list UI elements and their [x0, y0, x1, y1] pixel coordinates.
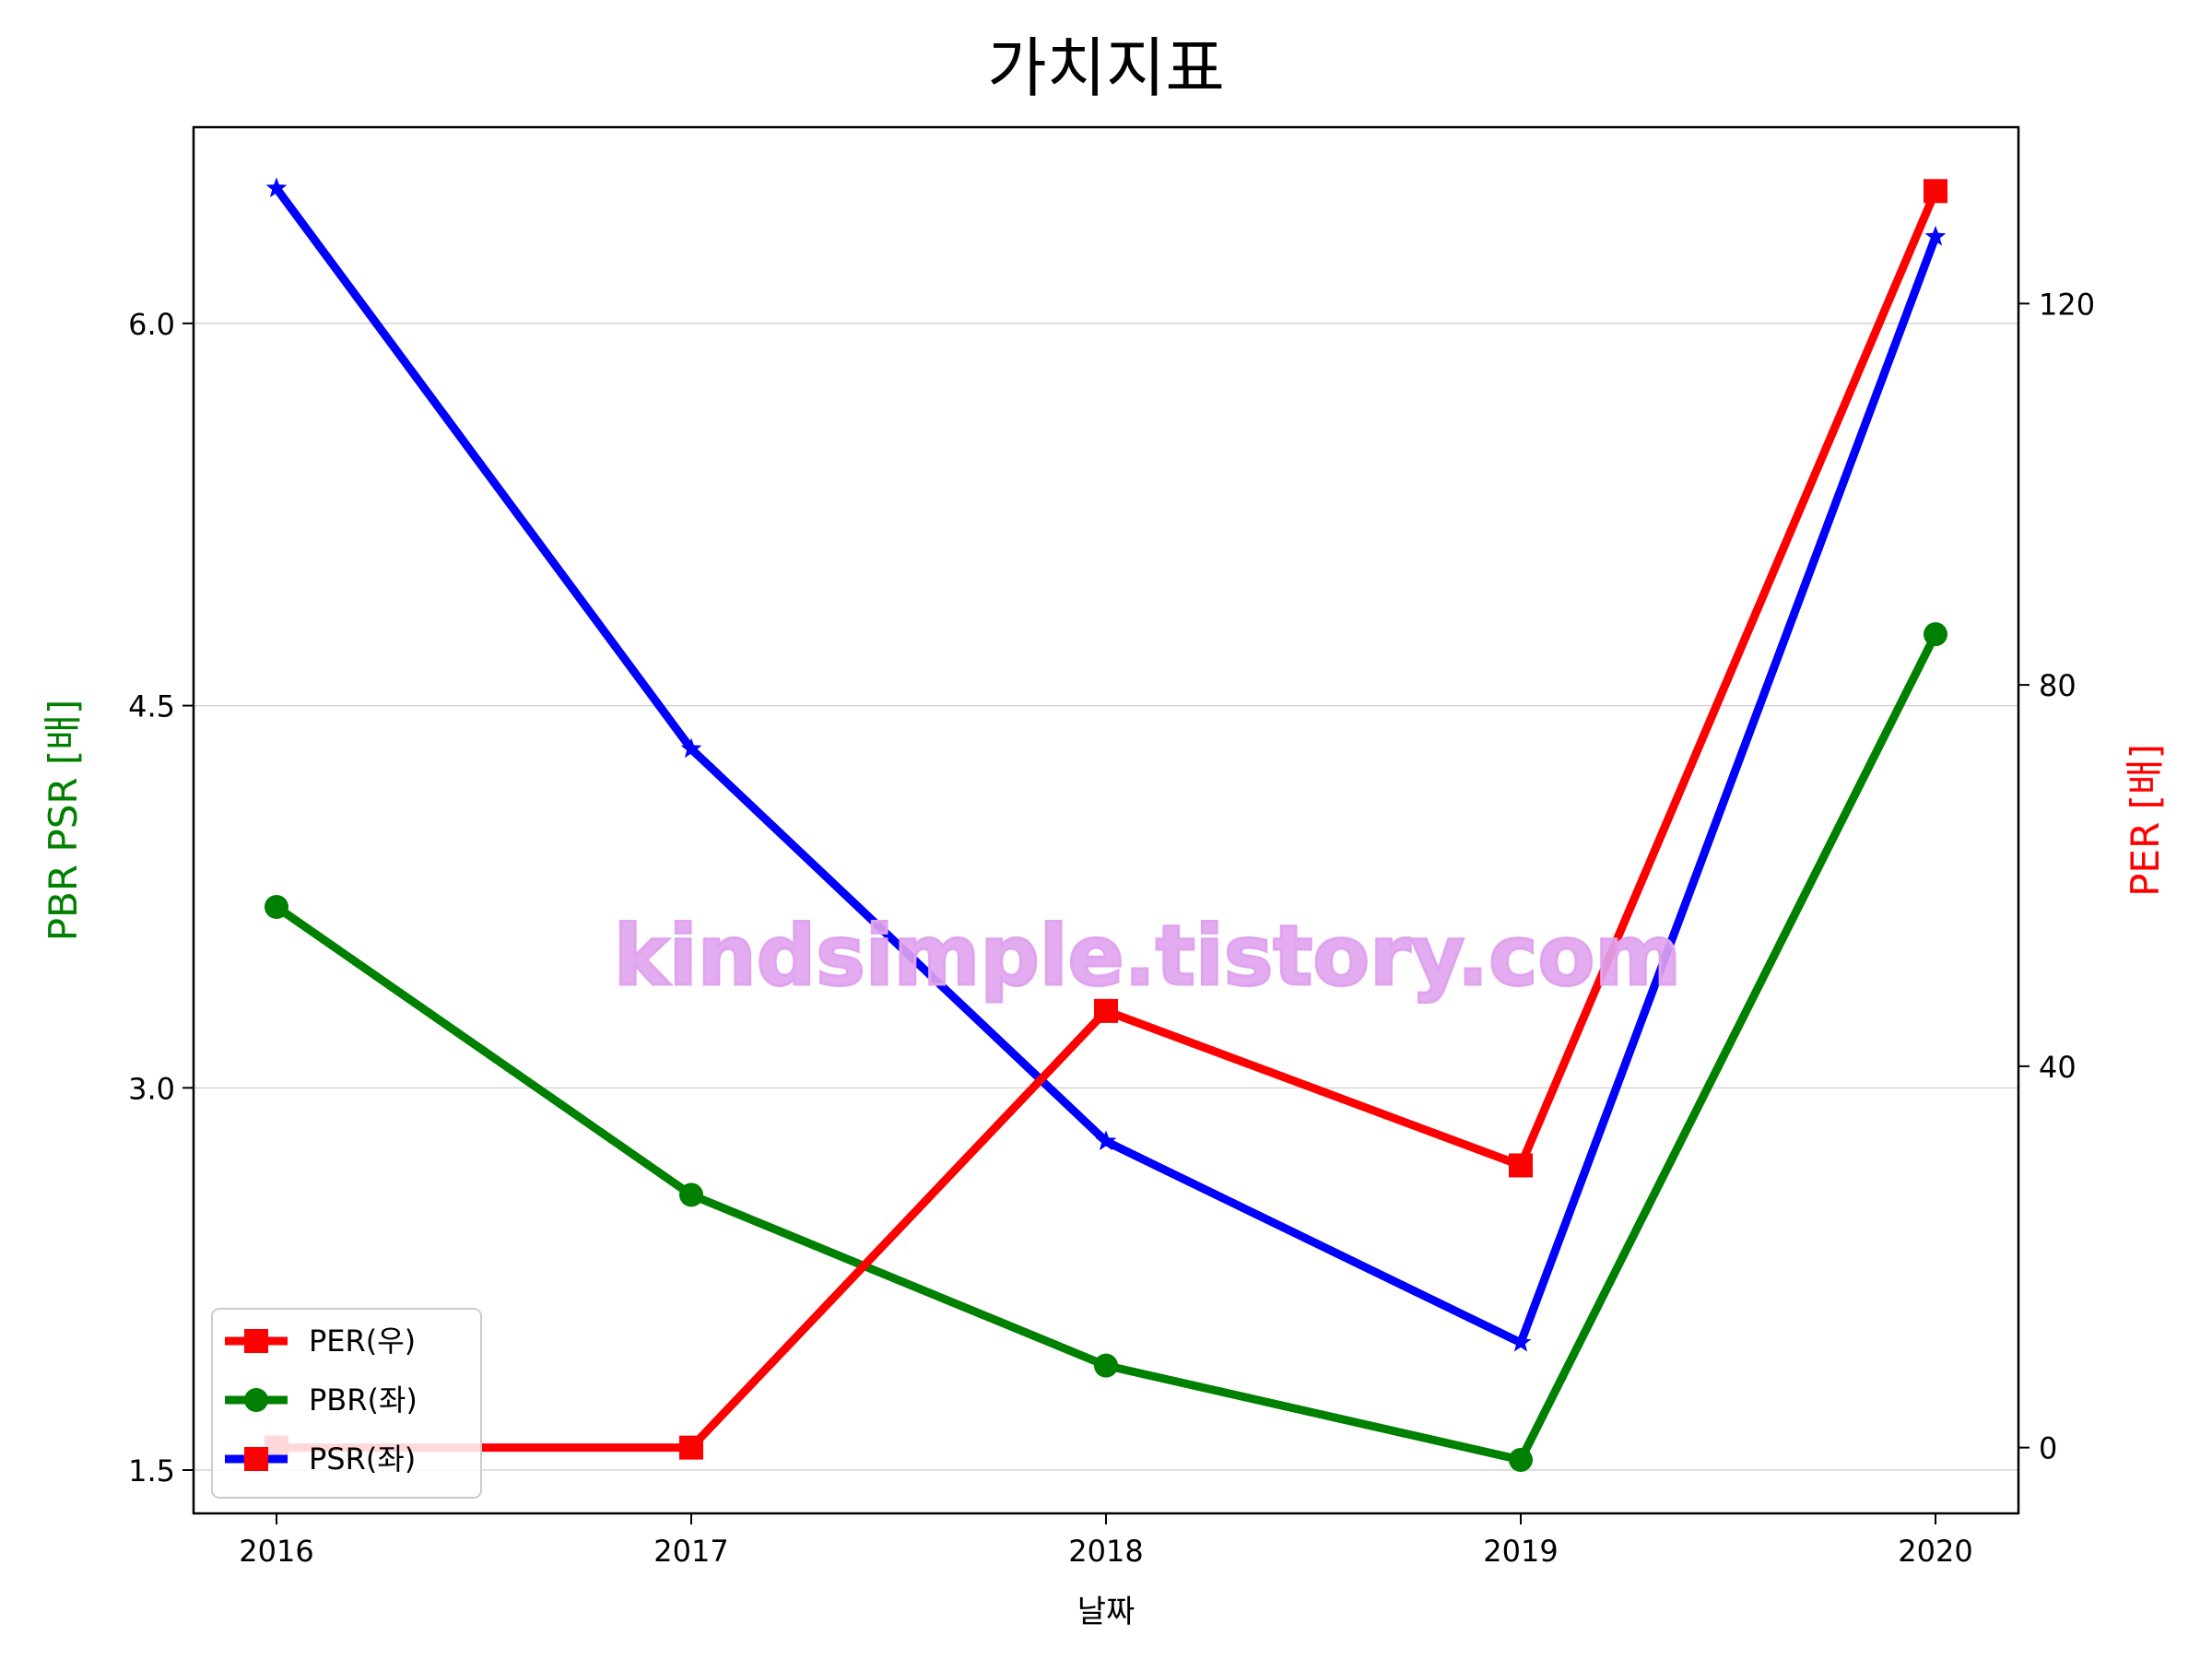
series-0-point-1 [679, 1435, 703, 1460]
x-tick-label-0: 2016 [239, 1534, 313, 1569]
x-tick-label-4: 2020 [1898, 1534, 1972, 1569]
x-tick-label-1: 2017 [653, 1534, 728, 1569]
series-1-point-0 [265, 895, 288, 919]
series-1-point-3 [1509, 1447, 1533, 1472]
legend: PER(우) PBR(좌) PSR(좌) [211, 1308, 482, 1499]
x-tick-label-3: 2019 [1483, 1534, 1558, 1569]
series-0-point-4 [1924, 179, 1947, 204]
left-tick-label-1: 3.0 [128, 1071, 175, 1106]
series-0-point-2 [1094, 998, 1118, 1023]
left-tick-label-3: 6.0 [128, 307, 175, 342]
legend-label-2: PSR(좌) [309, 1441, 416, 1477]
legend-box [211, 1308, 482, 1499]
x-tick-label-2: 2018 [1068, 1534, 1143, 1569]
series-2-point-3 [1510, 1331, 1532, 1352]
series-1-point-4 [1924, 622, 1947, 647]
left-tick-label-0: 1.5 [128, 1453, 175, 1488]
left-axis-label: PBR PSR [배] [41, 700, 86, 942]
legend-label-1: PBR(좌) [309, 1382, 418, 1418]
legend-label-0: PER(우) [309, 1324, 416, 1359]
right-tick-label-0: 0 [2039, 1431, 2057, 1466]
series-2-point-4 [1924, 225, 1947, 246]
right-tick-label-3: 120 [2039, 287, 2095, 322]
series-2-point-1 [680, 737, 702, 759]
series-1-point-1 [679, 1182, 703, 1207]
series-0-point-3 [1509, 1153, 1533, 1178]
right-tick-label-1: 40 [2039, 1050, 2077, 1085]
x-axis-label: 날짜 [1077, 1594, 1135, 1630]
legend-marker-1 [244, 1388, 268, 1412]
right-tick-label-2: 80 [2039, 668, 2077, 703]
axes: 1.5 3.0 4.5 6.0 0 40 80 120 2016 2017 2018 2019 2020 [128, 287, 2095, 1569]
watermark: kindsimple.tistory.com [614, 908, 1681, 1005]
right-axis-label: PER [배] [2123, 744, 2168, 897]
legend-marker-2 [244, 1447, 268, 1471]
chart-title: 가치지표 [987, 30, 1225, 106]
legend-marker-0 [244, 1329, 268, 1353]
series-1-point-2 [1094, 1353, 1118, 1378]
left-tick-label-2: 4.5 [128, 689, 175, 724]
series-2-point-0 [265, 177, 288, 198]
series-2-point-2 [1095, 1130, 1117, 1151]
